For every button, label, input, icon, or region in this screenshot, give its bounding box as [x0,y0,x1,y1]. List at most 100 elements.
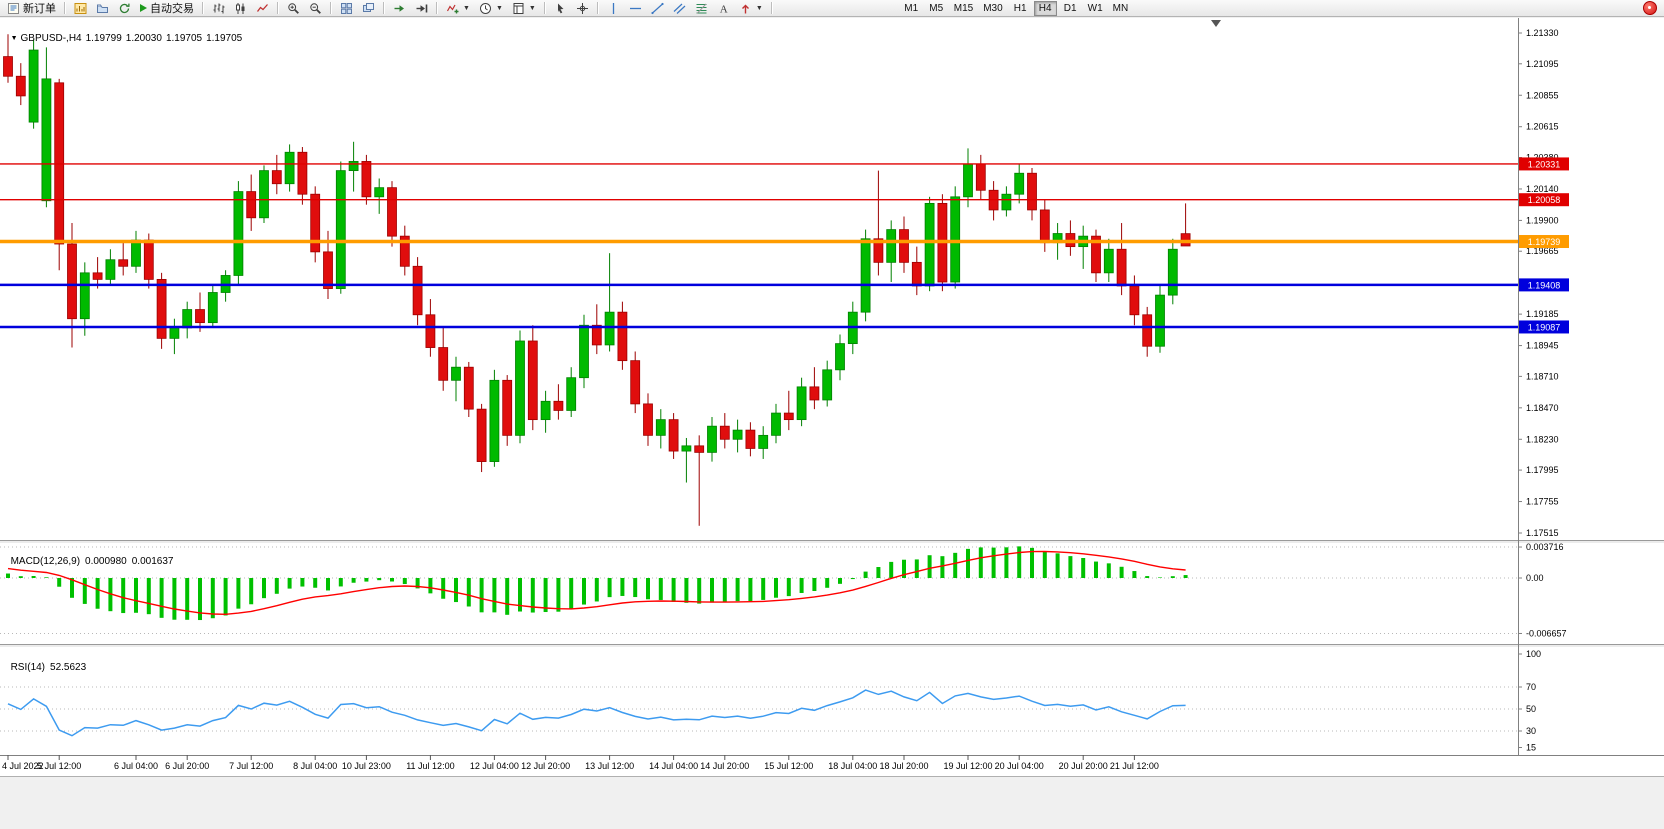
time-axis-label: 14 Jul 04:00 [649,761,698,771]
channel-tool-button[interactable] [669,1,690,16]
candle-body [195,309,205,324]
price-axis-label: 1.18710 [1526,371,1559,381]
candlestick-chart-button[interactable] [230,1,251,16]
refresh-icon [119,3,130,13]
auto-scroll-icon [394,4,404,12]
candle-body [335,170,346,289]
cascade-windows-button[interactable] [358,1,379,16]
timeframe-w1[interactable]: W1 [1084,1,1107,16]
price-level-badge-label: 1.20058 [1528,195,1561,205]
candle-body [1103,248,1114,274]
separator [330,2,332,14]
line-chart-button[interactable] [252,1,273,16]
candle-body [374,187,385,198]
zoom-out-button[interactable] [305,1,326,16]
time-axis-label: 12 Jul 04:00 [470,761,519,771]
candle-body [1142,314,1153,347]
vertical-line-tool-button[interactable] [603,1,624,16]
timeframe-m1[interactable]: M1 [900,1,923,16]
notification-icon [1643,1,1657,15]
candle-body [233,191,244,276]
timeframe-h1[interactable]: H1 [1009,1,1032,16]
cascade-windows-icon [363,2,374,12]
timeframe-h4[interactable]: H4 [1033,0,1057,16]
price-axis-label: 1.19185 [1526,309,1559,319]
separator [543,2,546,14]
channel-icon [673,3,686,14]
price-axis-label: 1.18230 [1526,434,1559,444]
fibonacci-tool-button[interactable] [691,1,712,16]
new-chart-button[interactable] [70,1,91,16]
rsi-axis-label: 70 [1526,682,1536,692]
zoom-in-icon [288,2,299,14]
candle-body [899,229,909,263]
candle-body [118,259,129,267]
templates-button[interactable]: ▼ [508,1,540,16]
macd-separator[interactable] [0,540,1664,544]
rsi-axis-label: 100 [1526,649,1541,659]
auto-trading-icon [140,4,147,12]
time-axis-label: 15 Jul 12:00 [764,761,813,771]
indicators-button[interactable]: ▼ [442,1,474,16]
horizontal-line-tool-button[interactable] [625,1,646,16]
rsi-separator[interactable] [0,644,1664,648]
price-level-badge-label: 1.19739 [1528,237,1561,247]
timeframe-m30[interactable]: M30 [979,1,1006,16]
candle-body [911,261,922,287]
candle-body [489,379,500,462]
bar-chart-button[interactable] [208,1,229,16]
auto-scroll-button[interactable] [389,1,410,16]
timeframe-d1[interactable]: D1 [1059,1,1082,16]
separator [202,2,204,14]
separator [770,2,773,14]
candle-body [860,238,871,313]
chart-shift-marker[interactable] [1211,20,1221,27]
time-axis-label: 11 Jul 12:00 [406,761,454,771]
chart-shift-button[interactable] [411,1,432,16]
candle-body [540,400,551,421]
timeframe-mn[interactable]: MN [1109,1,1133,16]
toolbar: 新订单 自动交易 ▼ [0,0,1664,17]
separator [277,2,279,14]
new-order-button[interactable]: 新订单 [3,1,60,16]
time-axis-label: 8 Jul 04:00 [293,761,337,771]
candle-body [438,347,449,381]
time-axis-label: 6 Jul 04:00 [114,761,158,771]
time-axis-label: 18 Jul 20:00 [879,761,928,771]
notification-button[interactable] [1639,1,1661,16]
time-axis-label: 12 Jul 20:00 [521,761,570,771]
trendline-tool-button[interactable] [647,1,668,16]
timeframe-m5[interactable]: M5 [925,1,948,16]
auto-trading-button[interactable]: 自动交易 [136,1,198,16]
candle-body [604,311,615,346]
price-axis-label: 1.17755 [1526,497,1559,507]
time-axis-label: 6 Jul 20:00 [165,761,209,771]
new-order-label: 新订单 [23,3,56,15]
rsi-axis-label: 30 [1526,726,1536,736]
profiles-button[interactable] [92,1,113,16]
candle-body [553,400,564,411]
refresh-button[interactable] [114,1,135,16]
tile-windows-icon [341,2,352,14]
cursor-button[interactable] [550,1,571,16]
periods-button[interactable]: ▼ [475,1,507,16]
candle-body [515,340,525,436]
candle-body [1091,235,1101,274]
candle-body [259,170,269,219]
candle-body [950,196,961,283]
tile-windows-button[interactable] [336,1,357,16]
macd-axis-label: 0.003716 [1526,542,1564,552]
time-axis-label: 4 Jul 2022 [2,761,44,771]
templates-icon [513,2,524,14]
candle-body [105,259,116,280]
timeframe-m15[interactable]: M15 [950,1,977,16]
rsi-line [7,689,1186,737]
crosshair-button[interactable] [572,1,593,16]
zoom-in-button[interactable] [283,1,304,16]
candle-body [156,278,167,339]
arrows-tool-button[interactable]: ▼ [735,1,767,16]
text-tool-button[interactable]: A [713,1,734,16]
